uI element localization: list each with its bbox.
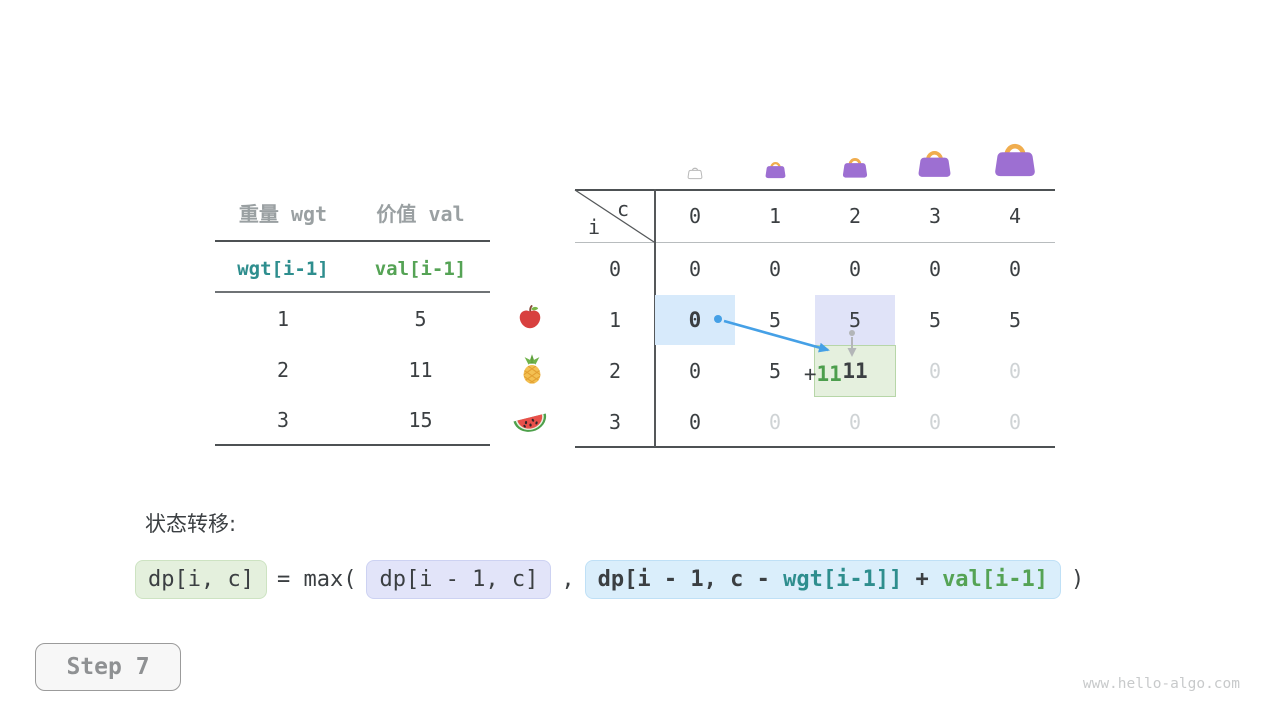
dp-row-label-2: 2 — [608, 358, 622, 383]
dp-line-header — [575, 242, 1055, 244]
items-table-line-bottom — [215, 444, 490, 446]
formula-arg2-val: val[i-1] — [942, 567, 1049, 592]
dp-corner-col-var: c — [617, 197, 630, 221]
transition-annotation: +11 — [728, 338, 842, 410]
dp-cell-3-2: 0 — [848, 409, 862, 434]
dp-row-label-1: 1 — [608, 307, 622, 332]
dp-col-header-0: 0 — [688, 204, 702, 228]
items-index-wgt: wgt[i-1] — [237, 258, 329, 280]
annotation-value: 11 — [816, 362, 842, 386]
dp-cell-0-2: 0 — [848, 256, 862, 281]
dp-col-header-1: 1 — [768, 204, 782, 228]
item-3-weight: 3 — [276, 408, 290, 432]
formula-arg2: dp[i - 1, c - wgt[i-1]] + val[i-1] — [584, 560, 1062, 599]
dp-corner-row-var: i — [588, 215, 601, 239]
dp-line-vertical — [654, 189, 656, 447]
dp-cell-3-0: 0 — [688, 409, 702, 434]
dp-cell-3-3: 0 — [928, 409, 942, 434]
item-1-value: 5 — [414, 307, 427, 331]
formula-arg1: dp[i - 1, c] — [366, 560, 552, 599]
dp-col-header-2: 2 — [848, 204, 862, 228]
formula-arg2-wgt: wgt[i-1]] — [783, 567, 903, 592]
dp-col-header-3: 3 — [928, 204, 942, 228]
items-col-header-value: 价值 val — [376, 201, 465, 226]
bag-medium-icon — [841, 152, 869, 180]
watermelon-icon — [511, 403, 549, 435]
item-2-weight: 2 — [276, 358, 290, 382]
dp-cell-2-3: 0 — [928, 358, 942, 383]
annotation-plus: + — [803, 362, 817, 386]
bag-xlarge-icon — [992, 134, 1038, 180]
dp-row-label-0: 0 — [608, 256, 622, 281]
transition-formula: dp[i, c] = max( dp[i - 1, c] , dp[i - 1,… — [135, 560, 1084, 599]
dp-cell-1-4: 5 — [1008, 307, 1022, 332]
bag-large-icon — [916, 143, 953, 180]
dp-cell-1-3: 5 — [928, 307, 942, 332]
dp-cell-2-1: 5 — [768, 358, 782, 383]
items-table-line-mid — [215, 291, 490, 293]
dp-row-label-3: 3 — [608, 409, 622, 434]
step-badge: Step 7 — [35, 643, 181, 691]
formula-close-paren: ) — [1071, 567, 1085, 592]
apple-icon — [516, 303, 544, 331]
items-index-val: val[i-1] — [374, 258, 467, 280]
formula-lhs: dp[i, c] — [135, 560, 267, 599]
item-1-weight: 1 — [276, 307, 290, 331]
bag-empty-icon — [687, 164, 703, 180]
items-col-header-weight: 重量 wgt — [238, 201, 328, 226]
dp-col-header-4: 4 — [1008, 204, 1022, 228]
formula-arg2-plus: + — [902, 567, 943, 592]
dp-cell-0-3: 0 — [928, 256, 942, 281]
dp-cell-0-4: 0 — [1008, 256, 1022, 281]
dp-cell-2-4: 0 — [1008, 358, 1022, 383]
formula-arg2-prefix: dp[i - 1, c - — [597, 567, 784, 592]
items-table-line-top — [215, 240, 490, 242]
formula-eq-max: = max( — [276, 567, 357, 592]
formula-comma: , — [561, 567, 575, 592]
bag-small-icon — [764, 157, 787, 180]
dp-cell-2-0: 0 — [688, 358, 702, 383]
item-3-value: 15 — [408, 408, 433, 432]
watermark: www.hello-algo.com — [1082, 676, 1240, 692]
transition-label: 状态转移: — [145, 512, 237, 536]
dp-cell-1-0: 0 — [688, 307, 702, 332]
dp-line-bottom — [575, 446, 1055, 448]
item-2-value: 11 — [408, 358, 433, 382]
dp-header-diagonal — [574, 189, 655, 243]
dp-cell-0-1: 0 — [768, 256, 782, 281]
dp-cell-1-2: 5 — [848, 307, 862, 332]
dp-cell-0-0: 0 — [688, 256, 702, 281]
dp-line-top — [575, 189, 1055, 191]
dp-cell-2-2: 11 — [842, 358, 868, 383]
dp-cell-3-1: 0 — [768, 409, 782, 434]
pineapple-icon — [517, 353, 547, 385]
dp-cell-3-4: 0 — [1008, 409, 1022, 434]
